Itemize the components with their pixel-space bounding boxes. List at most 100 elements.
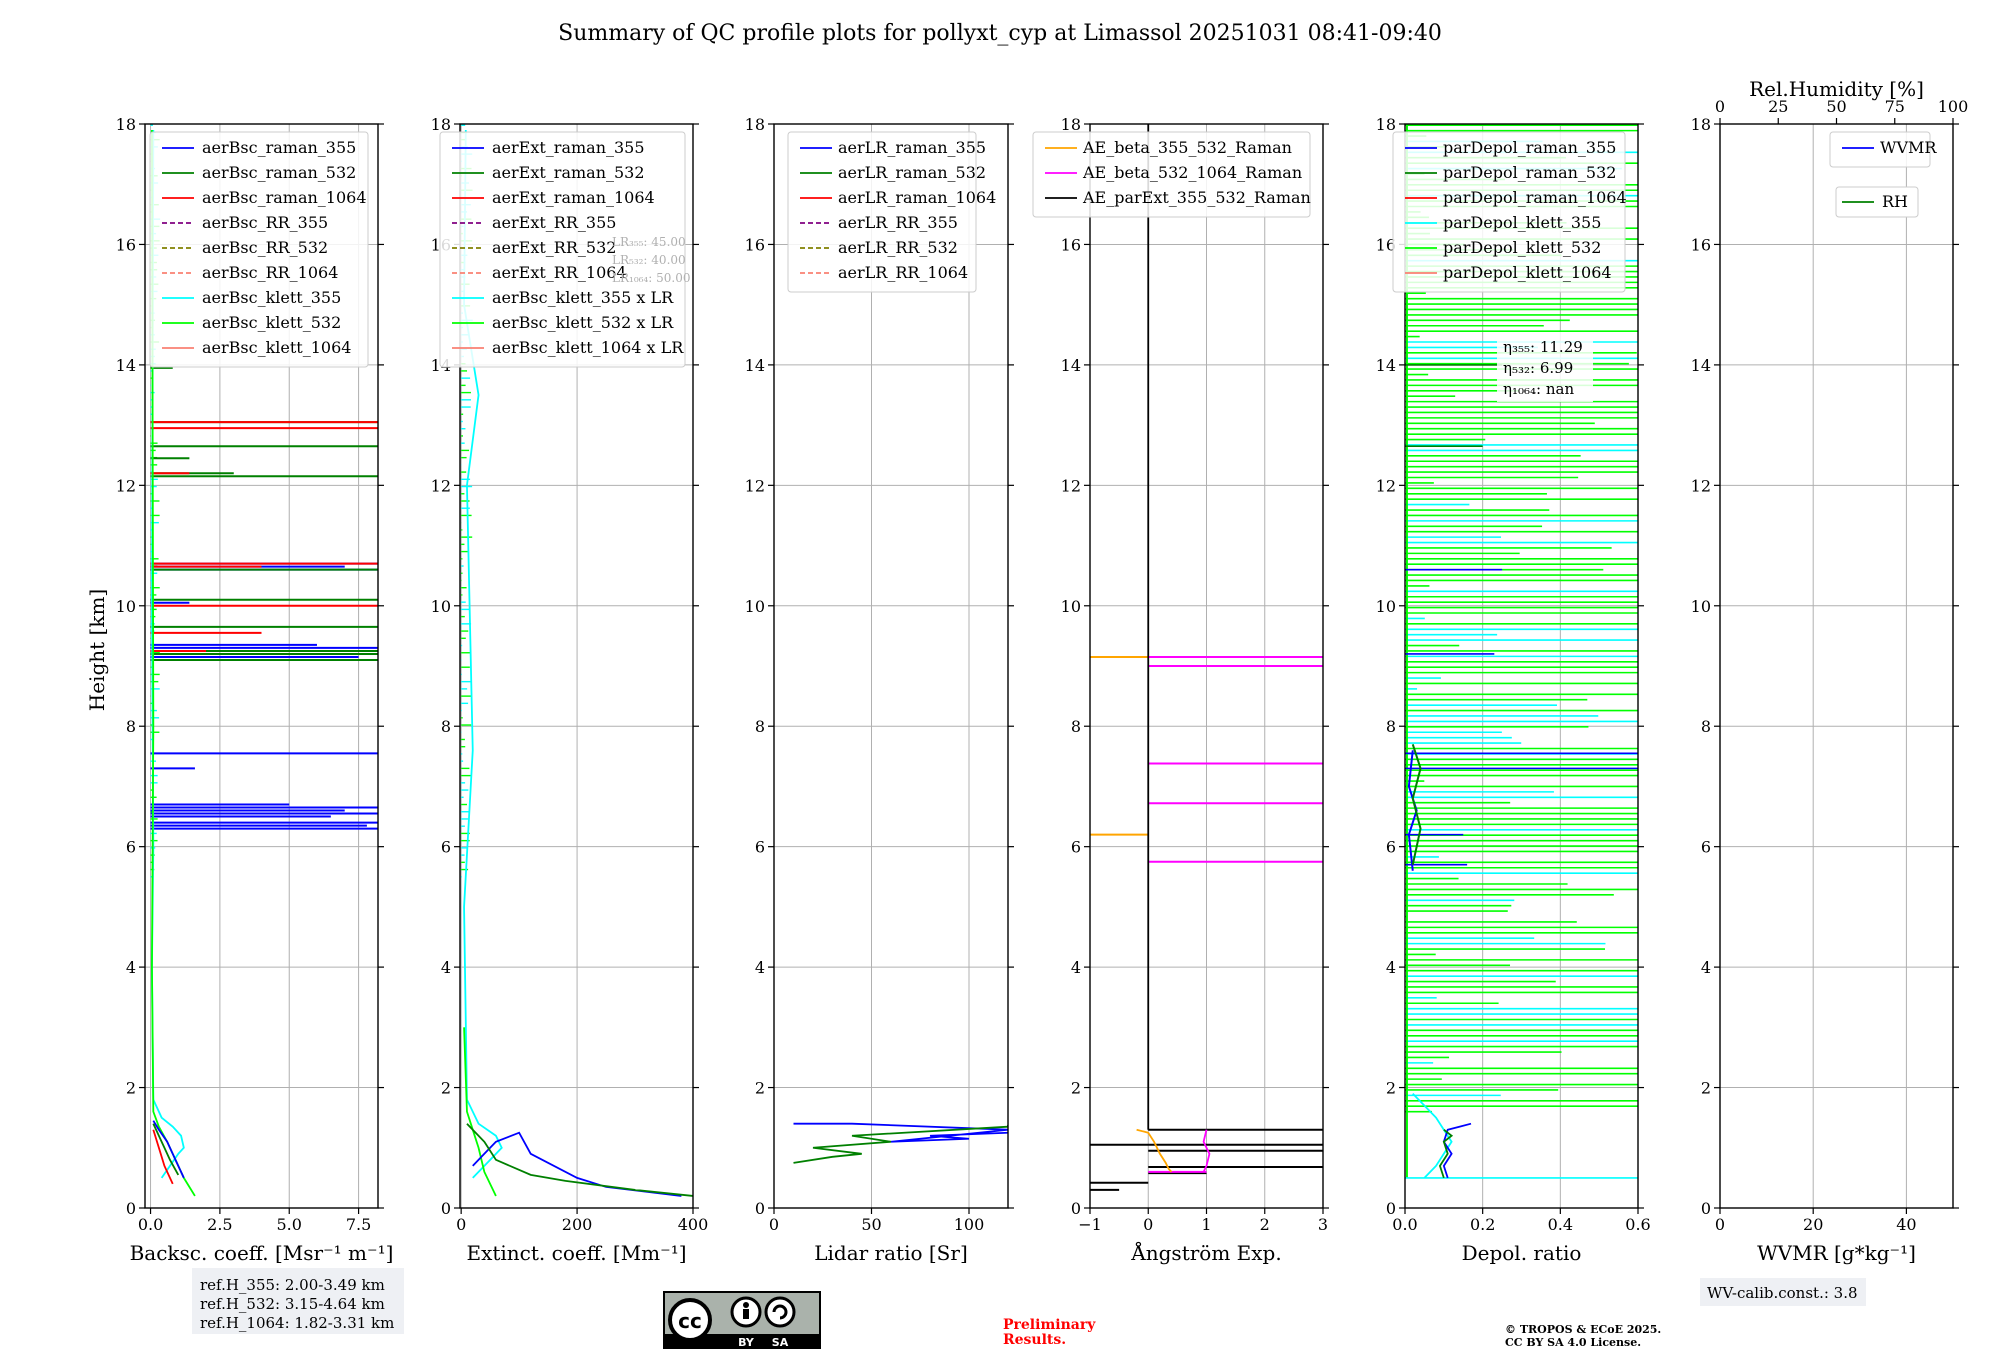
- ytick-label: 0: [126, 1199, 136, 1218]
- ytick-label: 6: [1071, 838, 1081, 857]
- ytick-label: 8: [755, 717, 765, 736]
- x-axis-label: Backsc. coeff. [Msr⁻¹ m⁻¹]: [130, 1241, 394, 1265]
- legend-label: aerLR_raman_532: [838, 163, 986, 182]
- ytick-label: 18: [1376, 115, 1396, 134]
- ytick-label: 12: [116, 476, 136, 495]
- legend-label: AE_parExt_355_532_Raman: [1082, 188, 1311, 207]
- series-aerBsc_raman_532: [152, 1123, 180, 1176]
- xtick-label: 0: [1143, 1215, 1153, 1234]
- data-ae: [1090, 124, 1323, 1191]
- legend-box: [1032, 131, 1311, 218]
- xtick-label: 5.0: [277, 1215, 302, 1234]
- legend-label: aerExt_raman_355: [492, 138, 645, 157]
- ytick-label: 2: [1071, 1079, 1081, 1098]
- legend-label: aerBsc_raman_532: [202, 163, 356, 182]
- ytick-label: 12: [1061, 476, 1081, 495]
- legend-label: aerBsc_raman_1064: [202, 188, 367, 207]
- ytick-label: 8: [1071, 717, 1081, 736]
- axes-frame: [144, 123, 379, 1209]
- series-aerBsc_klett_532 x LR: [463, 1027, 497, 1197]
- ytick-label: 6: [755, 838, 765, 857]
- legend-label: parDepol_klett_1064: [1443, 263, 1612, 282]
- preliminary-line-2: Results.: [1003, 1332, 1066, 1348]
- ytick-label: 2: [1386, 1079, 1396, 1098]
- legend-label: aerBsc_klett_532: [202, 313, 341, 332]
- copyright-line-2: CC BY SA 4.0 License.: [1505, 1336, 1641, 1349]
- xtick-label: 0.2: [1470, 1215, 1495, 1234]
- ytick-label: 10: [1376, 597, 1396, 616]
- xtick-label: 400: [678, 1215, 709, 1234]
- top-xtick-label: 100: [1938, 97, 1969, 116]
- legend-label: parDepol_raman_1064: [1443, 188, 1627, 207]
- sa-label: SA: [772, 1336, 789, 1349]
- ytick-label: 0: [441, 1199, 451, 1218]
- ytick-label: 8: [1386, 717, 1396, 736]
- ytick-label: 14: [1691, 356, 1711, 375]
- series-aerLR_raman_532: [793, 1124, 1008, 1164]
- series-AE_beta_532_1064_Raman: [1202, 1129, 1211, 1173]
- xtick-label: 100: [954, 1215, 985, 1234]
- xtick-label: 40: [1896, 1215, 1916, 1234]
- x-axis-label: WVMR [g*kg⁻¹]: [1757, 1241, 1916, 1265]
- legend-ext: aerExt_raman_355 aerExt_raman_532 aerExt_r…: [439, 131, 686, 368]
- wv-calib-box: WV-calib.const.: 3.8: [1700, 1278, 1866, 1306]
- legend-label: aerBsc_klett_532 x LR: [492, 313, 674, 332]
- ytick-label: 4: [441, 958, 451, 977]
- axes-frame: [1404, 123, 1639, 1209]
- ytick-label: 4: [126, 958, 136, 977]
- lr-annotation: LR₁₀₆₄: 50.00: [612, 271, 690, 285]
- legend-label: aerBsc_raman_355: [202, 138, 356, 157]
- sa-share-icon: [764, 1296, 796, 1328]
- legend-label: aerBsc_klett_355 x LR: [492, 288, 674, 307]
- ytick-label: 10: [745, 597, 765, 616]
- ytick-label: 4: [1071, 958, 1081, 977]
- legend-box: [1829, 131, 1931, 168]
- series-aerBsc_raman_355: [152, 1120, 185, 1179]
- xtick-label: 50: [861, 1215, 881, 1234]
- ytick-label: 8: [441, 717, 451, 736]
- top-xtick-label: 75: [1885, 97, 1905, 116]
- ytick-label: 0: [755, 1199, 765, 1218]
- ytick-label: 2: [126, 1079, 136, 1098]
- ref-height-532: ref.H_532: 3.15-4.64 km: [200, 1295, 385, 1313]
- lr-annotation: LR₅₃₂: 40.00: [612, 253, 686, 267]
- xtick-label: 0: [1715, 1215, 1725, 1234]
- copyright-line-1: © TROPOS & ECoE 2025.: [1505, 1323, 1661, 1336]
- eta-annotation: η₅₃₂: 6.99: [1503, 359, 1573, 377]
- ytick-label: 6: [441, 838, 451, 857]
- ytick-label: 2: [441, 1079, 451, 1098]
- ytick-label: 4: [755, 958, 765, 977]
- series-aerBsc_klett_355 x LR: [463, 130, 503, 1179]
- xtick-label: 1: [1201, 1215, 1211, 1234]
- depol-raman532-layer: [1411, 743, 1422, 865]
- ytick-label: 10: [1691, 597, 1711, 616]
- ytick-label: 18: [1691, 115, 1711, 134]
- xtick-label: 2.5: [207, 1215, 232, 1234]
- ytick-label: 14: [116, 356, 136, 375]
- ytick-label: 16: [1061, 235, 1081, 254]
- legend-label: AE_beta_532_1064_Raman: [1082, 163, 1302, 182]
- ytick-label: 6: [1701, 838, 1711, 857]
- panel-lr: 0 2 4 6 8 10 12 14 16 18 0 50 100 Lidar ratio [Sr] aer…: [745, 115, 1014, 1265]
- legend-label: AE_beta_355_532_Raman: [1082, 138, 1292, 157]
- ref-heights-box: ref.H_355: 2.00-3.49 km ref.H_532: 3.15-…: [192, 1268, 404, 1334]
- legend-label: aerExt_raman_1064: [492, 188, 655, 207]
- legend-label: aerLR_raman_1064: [838, 188, 996, 207]
- ytick-label: 18: [1061, 115, 1081, 134]
- legend2-box: [1835, 186, 1919, 218]
- data-lr: [793, 1122, 1008, 1164]
- top-axis-label: Rel.Humidity [%]: [1749, 77, 1924, 101]
- preliminary-line-1: Preliminary: [1003, 1317, 1096, 1333]
- legend-label: aerBsc_klett_1064 x LR: [492, 338, 684, 357]
- y-axis-label: Height [km]: [85, 589, 109, 711]
- sa-arrow: [772, 1304, 788, 1320]
- legend-box: [149, 131, 369, 368]
- xtick-label: −1: [1078, 1215, 1102, 1234]
- data-ext: [461, 124, 693, 1197]
- legend-box: [787, 131, 977, 293]
- ytick-label: 0: [1386, 1199, 1396, 1218]
- legend-label: aerLR_RR_532: [838, 238, 958, 257]
- cc-license-badge: cc BY SA: [663, 1291, 821, 1349]
- xtick-label: 7.5: [346, 1215, 371, 1234]
